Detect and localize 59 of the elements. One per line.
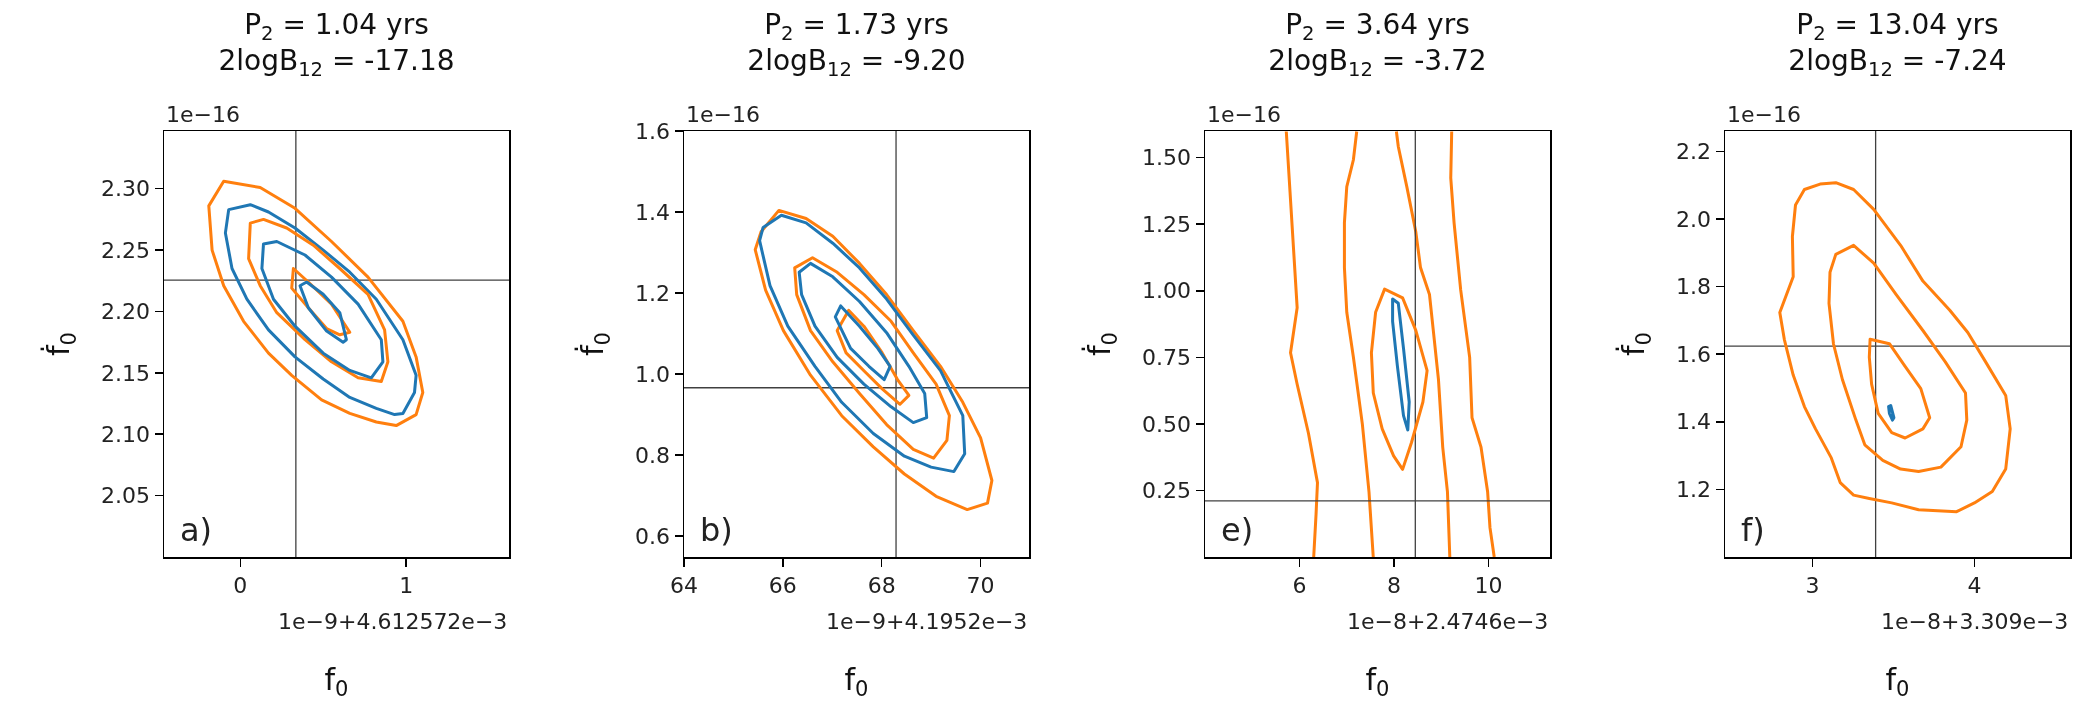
y-tick-label: 2.10 <box>101 421 151 447</box>
y-tick-label: 0.75 <box>1142 345 1192 371</box>
chart-title: P$_{2}$ = 13.04 yrs 2logB$_{12}$ = -7.24 <box>1788 7 2007 82</box>
text: 1e−16 <box>1727 102 1801 127</box>
x-tick-label: 1 <box>399 572 414 598</box>
y-tick-label: 2.0 <box>1676 206 1712 232</box>
text: 1e−9+4.1952e−3 <box>826 609 1028 634</box>
x-tick-label: 64 <box>670 572 698 598</box>
y-tick-label: 0.25 <box>1142 478 1192 504</box>
chart-title: P$_{2}$ = 1.04 yrs 2logB$_{12}$ = -17.18 <box>218 7 455 82</box>
y-tick-label: 1.0 <box>635 361 671 387</box>
y-tick-label: 1.50 <box>1142 145 1192 171</box>
chart-title: P$_{2}$ = 3.64 yrs 2logB$_{12}$ = -3.72 <box>1268 7 1487 82</box>
line-series <box>1342 131 1375 557</box>
x-axis-title: f$_{0}$ <box>844 662 869 702</box>
y-tick-label: 2.05 <box>101 483 151 509</box>
y-tick-label: 1.2 <box>635 280 671 306</box>
x-axis-title: f$_{0}$ <box>1365 662 1390 702</box>
y-tick-label: 1.2 <box>1676 477 1712 503</box>
y-tick-label: 0.50 <box>1142 411 1192 437</box>
y-tick-label: 1.4 <box>635 199 671 225</box>
text: 1e−16 <box>166 102 240 127</box>
x-tick-label: 4 <box>1967 572 1982 598</box>
y-tick-label: 2.25 <box>101 237 151 263</box>
annotation: e) <box>1221 511 1254 549</box>
y-tick-label: 0.6 <box>635 523 671 549</box>
x-tick-label: 66 <box>768 572 797 598</box>
text: 1e−9+4.612572e−3 <box>278 609 508 634</box>
y-tick-label: 2.15 <box>101 360 151 386</box>
y-tick-label: 1.6 <box>635 118 671 144</box>
line-series <box>1284 131 1319 557</box>
x-axis-title: f$_{0}$ <box>324 662 349 702</box>
y-tick-label: 2.30 <box>101 176 151 202</box>
y-tick-label: 0.8 <box>635 442 671 468</box>
annotation: a) <box>180 511 213 549</box>
y-tick-label: 1.6 <box>1676 341 1712 367</box>
text: 1e−8+3.309e−3 <box>1881 609 2069 634</box>
x-tick-label: 6 <box>1292 572 1307 598</box>
annotation: f) <box>1741 511 1765 549</box>
text: 1e−16 <box>686 102 760 127</box>
x-tick-label: 68 <box>867 572 896 598</box>
line-series <box>1449 131 1496 557</box>
y-tick-label: 2.2 <box>1676 138 1712 164</box>
text: 1e−8+2.4746e−3 <box>1347 609 1549 634</box>
x-tick-label: 70 <box>966 572 995 598</box>
y-tick-label: 1.4 <box>1676 409 1712 435</box>
annotation: b) <box>700 511 733 549</box>
x-tick-label: 10 <box>1474 572 1503 598</box>
y-tick-label: 1.25 <box>1142 211 1192 237</box>
x-tick-label: 8 <box>1387 572 1402 598</box>
y-tick-label: 1.8 <box>1676 274 1712 300</box>
line-series <box>1394 131 1452 557</box>
x-tick-label: 3 <box>1805 572 1820 598</box>
y-tick-label: 2.20 <box>101 299 151 325</box>
x-axis-title: f$_{0}$ <box>1885 662 1910 702</box>
x-tick-label: 0 <box>233 572 248 598</box>
text: 1e−16 <box>1207 102 1281 127</box>
chart-title: P$_{2}$ = 1.73 yrs 2logB$_{12}$ = -9.20 <box>747 7 966 82</box>
y-tick-label: 1.00 <box>1142 278 1192 304</box>
